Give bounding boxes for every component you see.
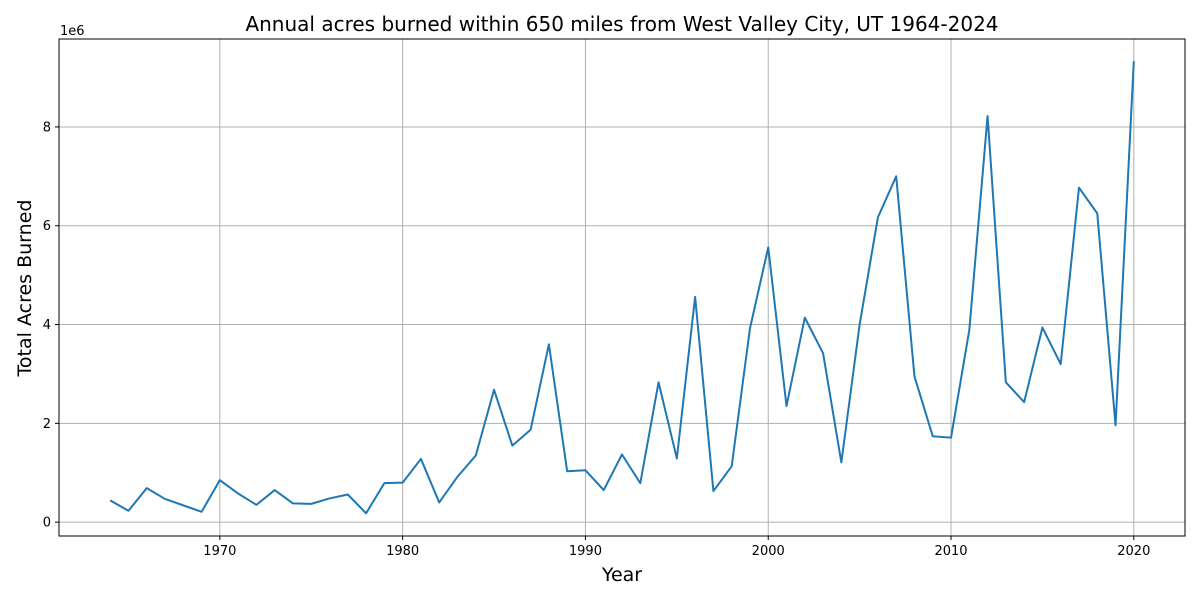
chart-title: Annual acres burned within 650 miles fro… <box>245 12 998 36</box>
y-axis-ticks: 0 2 4 6 8 <box>43 120 59 531</box>
y-axis-title: Total Acres Burned <box>14 200 36 378</box>
y-tick-label: 4 <box>43 318 51 333</box>
y-tick-label: 6 <box>43 219 51 234</box>
y-tick-label: 2 <box>43 417 51 432</box>
grid-lines <box>59 39 1185 536</box>
plot-frame <box>58 38 1186 537</box>
series-points <box>110 61 1134 514</box>
x-tick-label: 2010 <box>934 544 967 559</box>
x-axis-ticks: 1970 1980 1990 2000 2010 2020 <box>203 536 1150 559</box>
x-tick-label: 2020 <box>1117 544 1150 559</box>
x-tick-label: 1970 <box>203 544 236 559</box>
y-axis-offset-label: 1e6 <box>60 24 85 39</box>
x-axis-title: Year <box>601 564 642 586</box>
x-tick-label: 2000 <box>752 544 785 559</box>
x-tick-label: 1990 <box>569 544 602 559</box>
y-tick-label: 0 <box>43 516 51 531</box>
x-tick-label: 1980 <box>386 544 419 559</box>
y-tick-label: 8 <box>43 120 51 135</box>
